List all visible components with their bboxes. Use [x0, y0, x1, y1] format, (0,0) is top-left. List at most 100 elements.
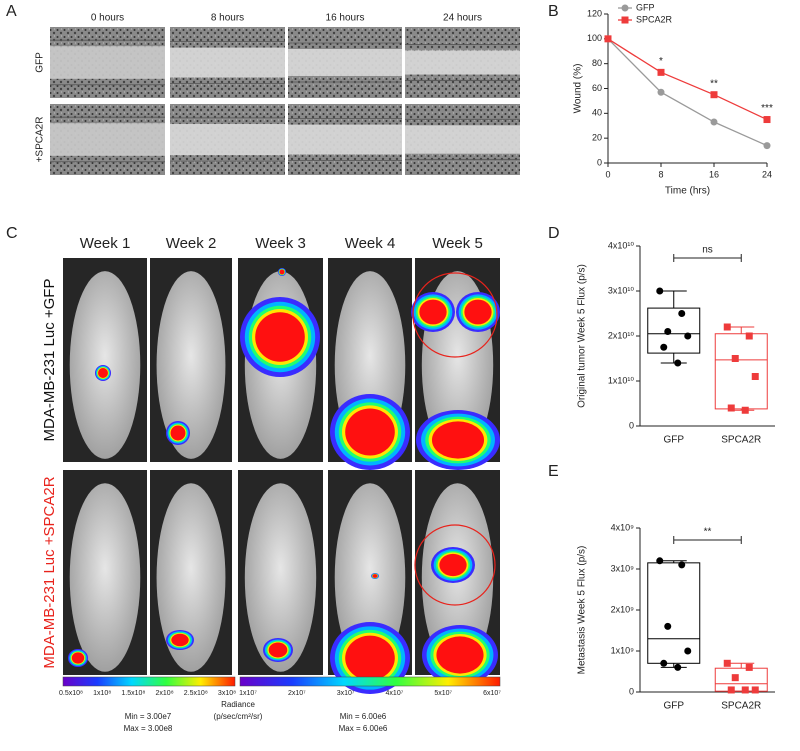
y-tick-label: 0 — [629, 686, 634, 696]
data-point — [723, 659, 731, 667]
data-point — [763, 142, 771, 150]
x-tick-label: 24 — [762, 169, 772, 179]
row-label: MDA-MB-231 Luc +GFP — [41, 279, 58, 442]
row-label: GFP — [35, 52, 46, 73]
colorbar-tick-label: 5x10⁷ — [434, 690, 452, 697]
timepoint-label: 0 hours — [91, 13, 124, 24]
signal — [439, 553, 467, 577]
highlight-circle — [412, 272, 498, 358]
mouse — [156, 271, 226, 459]
colorbar-tick-label: 3x10⁷ — [337, 690, 355, 697]
x-tick-label: 8 — [658, 169, 663, 179]
y-tick-label: 4x10⁹ — [611, 522, 635, 532]
data-point — [745, 332, 753, 340]
wound-gap — [288, 124, 402, 155]
wound-gap — [50, 46, 165, 79]
colorbar-tick-label: 2.5x10⁸ — [184, 690, 208, 697]
x-axis-label: Time (hrs) — [665, 186, 710, 197]
data-point — [656, 287, 664, 295]
y-tick-label: 2x10¹⁰ — [608, 330, 635, 340]
x-tick-label: SPCA2R — [721, 435, 761, 446]
y-axis-label: Metastasis Week 5 Flux (p/s) — [577, 546, 588, 675]
colorbar-max: Max = 6.00e6 — [339, 724, 388, 733]
data-point — [731, 674, 739, 682]
colorbar-tick-label: 0.5x10⁸ — [59, 690, 83, 697]
signal — [345, 635, 395, 681]
radiance-unit: (p/sec/cm²/sr) — [214, 712, 263, 721]
data-point — [727, 404, 735, 412]
signal — [464, 299, 492, 325]
week-label: Week 3 — [255, 235, 306, 252]
colorbar-min: Min = 3.00e7 — [125, 712, 172, 721]
data-point — [660, 343, 668, 351]
box — [714, 667, 768, 692]
signal — [171, 633, 189, 647]
panel-label: A — [6, 3, 17, 20]
signal — [98, 368, 108, 378]
colorbar-tick-label: 3x10⁸ — [218, 690, 236, 697]
box — [647, 307, 701, 354]
y-tick-label: 120 — [587, 8, 602, 18]
highlight-circle — [414, 524, 496, 606]
x-tick-label: GFP — [663, 435, 684, 446]
colorbar-tick-label: 1x10⁷ — [239, 690, 257, 697]
significance: ns — [702, 245, 713, 256]
mouse — [69, 271, 141, 459]
y-tick-label: 2x10⁹ — [611, 604, 635, 614]
colorbar-min: Min = 6.00e6 — [340, 712, 387, 721]
signal — [431, 421, 485, 459]
data-point — [678, 561, 686, 569]
wound-gap — [170, 47, 285, 78]
y-tick-label: 1x10¹⁰ — [608, 375, 635, 385]
series-line — [607, 38, 768, 147]
data-point — [741, 686, 749, 694]
x-tick-label: GFP — [663, 701, 684, 712]
x-tick-label: SPCA2R — [721, 701, 761, 712]
box — [714, 333, 768, 410]
data-point — [674, 359, 682, 367]
significance: * — [659, 56, 663, 67]
data-point — [684, 647, 692, 655]
significance: ** — [704, 527, 712, 538]
legend-marker — [621, 4, 629, 12]
y-tick-label: 100 — [587, 33, 602, 43]
signal — [71, 652, 85, 664]
week-label: Week 4 — [345, 235, 396, 252]
data-point — [751, 373, 759, 380]
signal — [255, 312, 305, 362]
data-point — [763, 116, 771, 124]
timepoint-label: 24 hours — [443, 13, 482, 24]
legend-label: GFP — [636, 2, 655, 12]
data-point — [656, 557, 664, 565]
row-label: +SPCA2R — [35, 117, 46, 163]
signal — [170, 425, 186, 441]
data-point — [751, 686, 759, 694]
y-tick-label: 1x10⁹ — [611, 645, 635, 655]
legend-marker — [621, 16, 629, 24]
colorbar-tick-label: 1x10⁸ — [93, 690, 111, 697]
data-point — [660, 659, 668, 667]
x-tick-label: 16 — [709, 169, 719, 179]
data-point — [664, 622, 672, 630]
data-point — [684, 332, 692, 340]
x-tick-label: 0 — [605, 169, 610, 179]
panel-label: B — [548, 3, 559, 20]
timepoint-label: 8 hours — [211, 13, 244, 24]
mouse — [334, 483, 406, 672]
data-point — [657, 88, 665, 96]
mouse — [244, 483, 317, 672]
mouse — [156, 483, 226, 672]
data-point — [745, 663, 753, 671]
data-point — [678, 310, 686, 317]
data-point — [664, 328, 672, 335]
row-label: MDA-MB-231 Luc +SPCA2R — [41, 476, 58, 668]
panel-label: D — [548, 225, 560, 242]
y-tick-label: 40 — [592, 108, 602, 118]
wound-gap — [405, 125, 520, 154]
data-point — [727, 686, 735, 694]
week-label: Week 2 — [166, 235, 217, 252]
y-tick-label: 0 — [629, 420, 634, 430]
data-point — [710, 118, 718, 126]
data-point — [657, 68, 665, 76]
